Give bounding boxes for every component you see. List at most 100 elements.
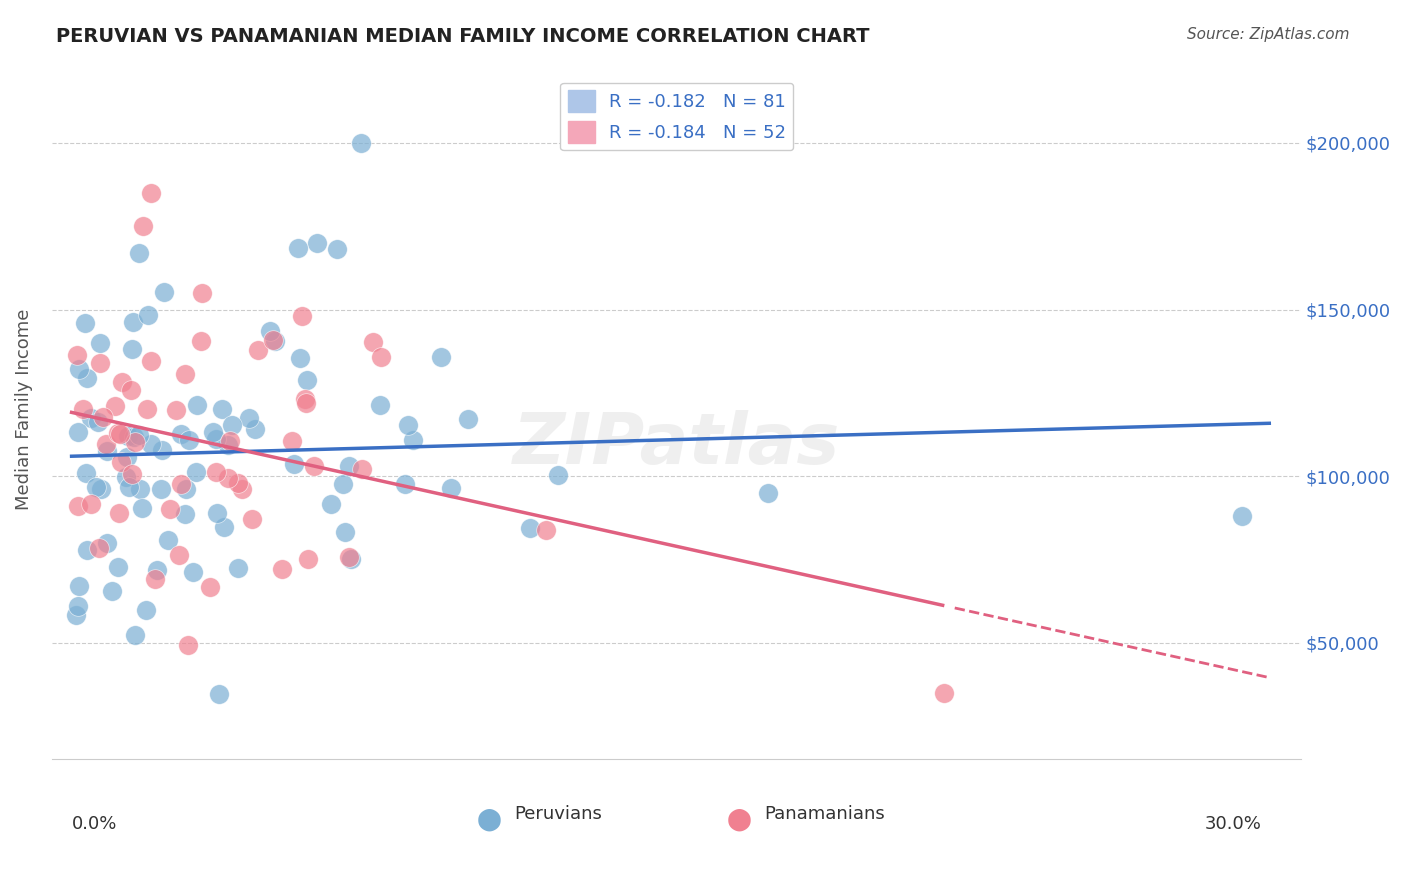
- Point: [394, 476, 416, 491]
- Point: [534, 524, 557, 538]
- Point: [138, 308, 160, 322]
- Point: [263, 334, 285, 349]
- Point: [440, 481, 463, 495]
- Point: [247, 343, 270, 357]
- Point: [139, 186, 162, 200]
- Point: [174, 482, 197, 496]
- Point: [547, 467, 569, 482]
- Point: [117, 429, 139, 443]
- Point: [129, 483, 152, 497]
- Point: [326, 243, 349, 257]
- Point: [361, 334, 384, 349]
- Point: [270, 562, 292, 576]
- Text: PERUVIAN VS PANAMANIAN MEDIAN FAMILY INCOME CORRELATION CHART: PERUVIAN VS PANAMANIAN MEDIAN FAMILY INC…: [56, 27, 870, 45]
- Point: [89, 336, 111, 351]
- Point: [90, 482, 112, 496]
- Point: [205, 465, 228, 479]
- Point: [319, 497, 342, 511]
- Point: [226, 561, 249, 575]
- Point: [217, 471, 239, 485]
- Point: [457, 411, 479, 425]
- Point: [101, 583, 124, 598]
- Point: [294, 395, 316, 409]
- Text: Panamanians: Panamanians: [763, 805, 884, 823]
- Point: [121, 467, 143, 482]
- Point: [174, 507, 197, 521]
- Point: [143, 572, 166, 586]
- Point: [121, 342, 143, 356]
- Point: [170, 426, 193, 441]
- Point: [202, 425, 225, 439]
- Point: [124, 628, 146, 642]
- Point: [67, 579, 90, 593]
- Point: [370, 350, 392, 364]
- Point: [191, 286, 214, 301]
- Point: [86, 415, 108, 429]
- Point: [120, 383, 142, 397]
- Point: [207, 507, 229, 521]
- Point: [75, 467, 97, 481]
- Point: [91, 410, 114, 425]
- Point: [240, 512, 263, 526]
- Point: [208, 687, 231, 701]
- Point: [211, 401, 233, 416]
- Y-axis label: Median Family Income: Median Family Income: [15, 309, 32, 510]
- Point: [238, 411, 260, 425]
- Point: [76, 542, 98, 557]
- Point: [87, 541, 110, 555]
- Text: ⬤: ⬤: [477, 808, 502, 830]
- Point: [132, 219, 155, 234]
- Point: [165, 403, 187, 417]
- Point: [108, 426, 131, 441]
- Point: [80, 497, 103, 511]
- Point: [396, 418, 419, 433]
- Point: [108, 506, 131, 520]
- Point: [212, 519, 235, 533]
- Point: [205, 432, 228, 446]
- Point: [136, 402, 159, 417]
- Point: [198, 580, 221, 594]
- Point: [402, 433, 425, 447]
- Point: [84, 480, 107, 494]
- Point: [368, 398, 391, 412]
- Point: [297, 373, 319, 387]
- Point: [110, 455, 132, 469]
- Point: [262, 334, 284, 348]
- Point: [146, 563, 169, 577]
- Point: [297, 552, 319, 566]
- Point: [932, 686, 955, 700]
- Point: [337, 458, 360, 473]
- Point: [117, 450, 139, 464]
- Legend: R = -0.182   N = 81, R = -0.184   N = 52: R = -0.182 N = 81, R = -0.184 N = 52: [561, 83, 793, 150]
- Point: [288, 351, 311, 365]
- Point: [121, 315, 143, 329]
- Point: [150, 443, 173, 458]
- Point: [221, 417, 243, 432]
- Point: [176, 638, 198, 652]
- Point: [228, 476, 250, 491]
- Point: [283, 458, 305, 472]
- Point: [141, 354, 163, 368]
- Point: [190, 334, 212, 348]
- Point: [139, 436, 162, 450]
- Point: [96, 443, 118, 458]
- Point: [104, 399, 127, 413]
- Point: [76, 370, 98, 384]
- Point: [350, 136, 373, 150]
- Point: [174, 367, 197, 381]
- Point: [66, 599, 89, 614]
- Point: [186, 398, 208, 412]
- Point: [153, 285, 176, 299]
- Point: [184, 465, 207, 479]
- Point: [167, 548, 190, 562]
- Point: [332, 477, 354, 491]
- Point: [1230, 509, 1253, 524]
- Point: [519, 521, 541, 535]
- Point: [128, 428, 150, 442]
- Point: [72, 402, 94, 417]
- Point: [231, 482, 253, 496]
- Point: [337, 550, 360, 565]
- Point: [135, 603, 157, 617]
- Point: [111, 375, 134, 389]
- Point: [350, 461, 373, 475]
